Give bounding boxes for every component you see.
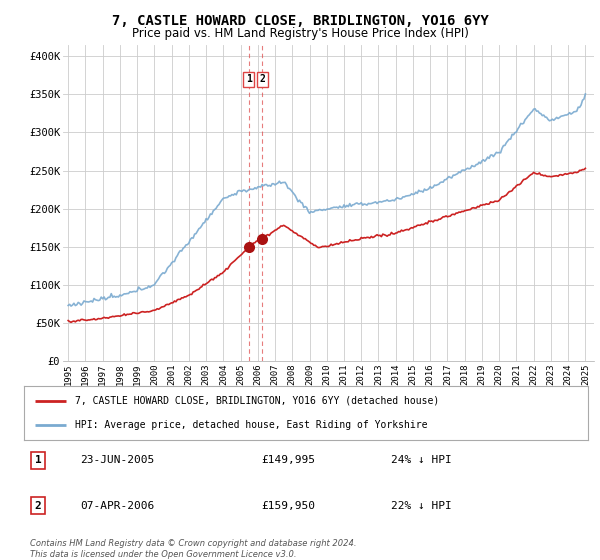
Text: 7, CASTLE HOWARD CLOSE, BRIDLINGTON, YO16 6YY (detached house): 7, CASTLE HOWARD CLOSE, BRIDLINGTON, YO1… [75,396,439,406]
Text: 23-JUN-2005: 23-JUN-2005 [80,455,155,465]
Text: 2: 2 [260,74,265,84]
Text: 1: 1 [246,74,251,84]
Text: 24% ↓ HPI: 24% ↓ HPI [391,455,451,465]
Text: 7, CASTLE HOWARD CLOSE, BRIDLINGTON, YO16 6YY: 7, CASTLE HOWARD CLOSE, BRIDLINGTON, YO1… [112,14,488,28]
Text: 07-APR-2006: 07-APR-2006 [80,501,155,511]
Text: 22% ↓ HPI: 22% ↓ HPI [391,501,451,511]
Text: 2: 2 [35,501,41,511]
Text: Price paid vs. HM Land Registry's House Price Index (HPI): Price paid vs. HM Land Registry's House … [131,27,469,40]
Text: £159,950: £159,950 [261,501,315,511]
Text: 1: 1 [35,455,41,465]
Text: £149,995: £149,995 [261,455,315,465]
Text: Contains HM Land Registry data © Crown copyright and database right 2024.
This d: Contains HM Land Registry data © Crown c… [30,539,356,559]
Text: HPI: Average price, detached house, East Riding of Yorkshire: HPI: Average price, detached house, East… [75,420,427,430]
